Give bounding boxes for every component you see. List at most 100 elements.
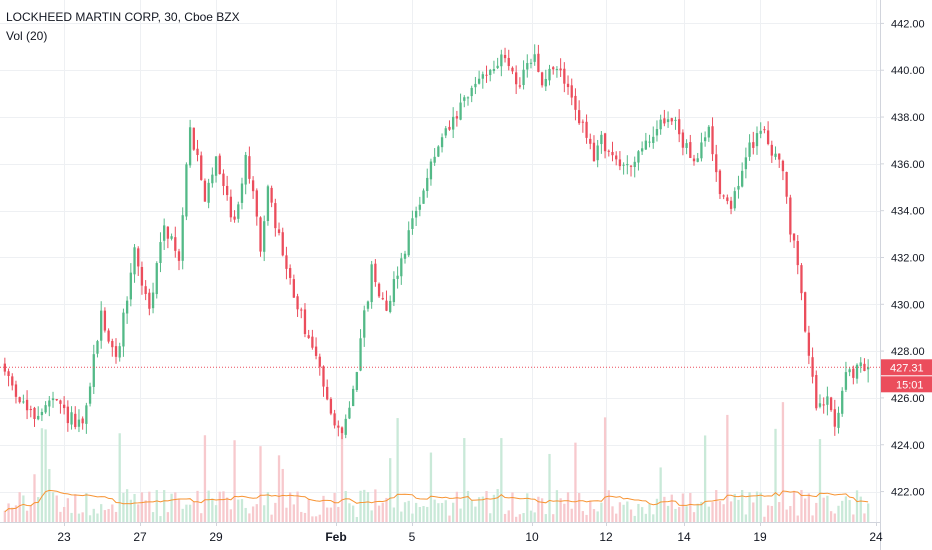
volume-bar — [607, 490, 610, 522]
volume-bar — [181, 508, 184, 522]
candle-body — [585, 121, 588, 138]
candle-body — [470, 87, 473, 97]
volume-bar — [3, 510, 6, 522]
volume-bar — [192, 502, 195, 522]
candle-body — [7, 371, 10, 377]
candle-body — [518, 85, 522, 87]
volume-bar — [474, 506, 477, 522]
candle-body — [185, 164, 188, 217]
candle-body — [163, 225, 166, 241]
volume-bar — [781, 402, 785, 522]
volume-bar — [266, 492, 270, 522]
candle-body — [463, 97, 466, 101]
candle-body — [74, 413, 77, 428]
volume-bar — [18, 492, 21, 522]
volume-bar — [374, 489, 377, 522]
volume-bar — [77, 513, 81, 522]
candle-body — [285, 255, 288, 269]
candle-body — [218, 155, 221, 175]
volume-bar — [151, 512, 155, 522]
x-tick-label: 14 — [677, 530, 691, 544]
candle-body — [300, 309, 303, 311]
volume-bar — [7, 503, 10, 522]
volume-bar — [855, 490, 859, 522]
candle-body — [859, 362, 862, 367]
candle-body — [62, 404, 66, 409]
x-tick-label: 24 — [869, 530, 883, 544]
volume-bar — [385, 497, 388, 522]
volume-bar — [600, 502, 603, 522]
y-tick-label: 434.00 — [891, 206, 925, 218]
volume-bar — [22, 495, 25, 522]
candle-body — [622, 164, 625, 166]
volume-bar — [85, 493, 88, 522]
volume-bar — [237, 499, 240, 522]
candle-body — [433, 156, 436, 163]
candle-body — [655, 129, 659, 136]
y-tick-label: 436.00 — [891, 159, 925, 171]
volume-bar — [14, 505, 18, 522]
candle-body — [174, 237, 177, 251]
candle-body — [3, 363, 6, 372]
volume-bar — [763, 516, 766, 522]
candle-body — [629, 165, 633, 167]
candle-body — [837, 412, 840, 428]
candle-body — [674, 119, 677, 121]
candle-body — [266, 186, 270, 222]
volume-bar — [748, 492, 751, 522]
volume-bar — [270, 514, 273, 522]
candle-body — [25, 399, 29, 411]
candle-body — [833, 409, 836, 427]
volume-bar — [222, 491, 225, 522]
candle-body — [129, 272, 132, 300]
volume-bar — [337, 506, 340, 522]
volume-bar — [559, 498, 562, 522]
candle-body — [481, 74, 484, 79]
volume-bar — [29, 505, 32, 522]
candle-body — [359, 338, 362, 371]
candle-body — [633, 161, 636, 168]
candle-body — [766, 130, 770, 144]
volume-ma-line — [4, 489, 869, 513]
candle-body — [344, 418, 347, 435]
volume-bars — [3, 402, 870, 522]
candle-body — [752, 142, 755, 148]
candle-body — [511, 67, 514, 72]
candle-body — [526, 63, 529, 70]
candle-body — [11, 376, 14, 386]
volume-bar — [226, 497, 229, 522]
candle-body — [400, 258, 403, 277]
volume-bar — [515, 516, 518, 522]
candle-body — [774, 153, 777, 157]
volume-bar — [88, 515, 92, 522]
volume-bar — [274, 502, 277, 522]
candle-body — [226, 185, 229, 196]
volume-bar — [685, 506, 688, 522]
candle-body — [426, 177, 429, 192]
candle-body — [689, 142, 692, 158]
candle-body — [389, 300, 392, 312]
volume-bar — [355, 516, 358, 522]
candle-body — [414, 210, 418, 218]
volume-bar — [114, 511, 118, 522]
volume-bar — [255, 504, 258, 522]
candle-body — [555, 69, 559, 71]
volume-bar — [492, 494, 496, 522]
candle-body — [459, 102, 462, 120]
volume-bar — [259, 446, 262, 522]
volume-bar — [211, 498, 214, 522]
candle-body — [200, 155, 203, 180]
candle-body — [240, 183, 244, 203]
candle-body — [729, 200, 733, 209]
candle-body — [589, 138, 592, 144]
volume-bar — [251, 506, 255, 522]
volume-bar — [44, 429, 47, 522]
candle-body — [381, 298, 384, 300]
volume-bar — [807, 493, 811, 522]
candle-body — [692, 158, 696, 162]
candle-body — [85, 405, 88, 424]
candle-body — [444, 128, 447, 136]
candle-body — [133, 247, 136, 275]
candle-body — [111, 341, 114, 348]
